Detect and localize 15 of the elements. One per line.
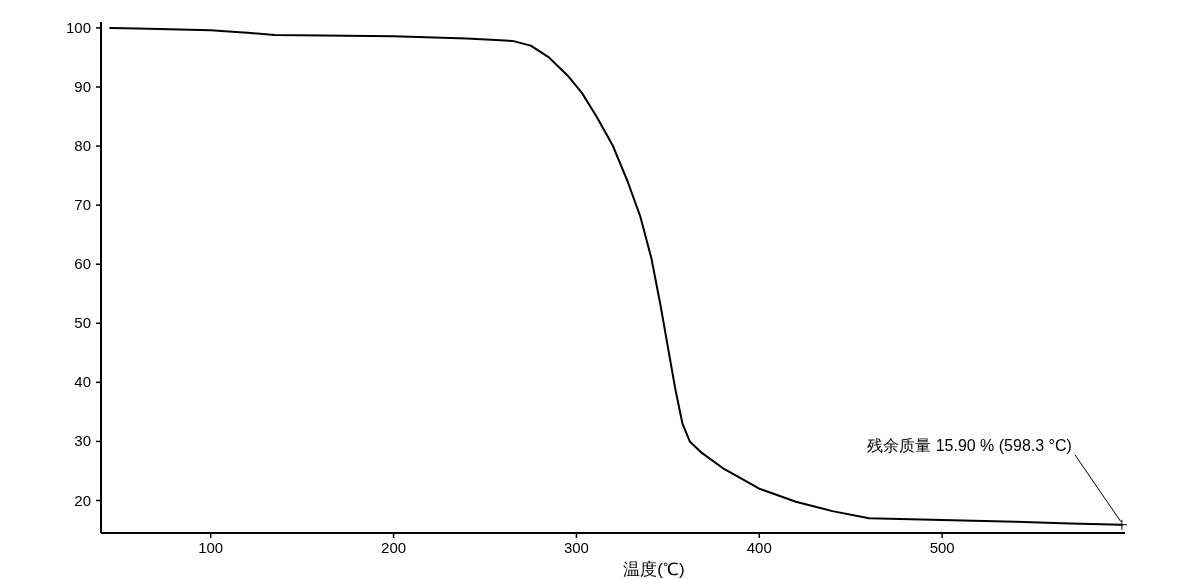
x-tick-label: 100 [198,539,224,556]
y-tick-label: 100 [65,18,91,36]
x-tick-label: 500 [929,539,955,556]
x-tick-label: 300 [563,539,589,556]
y-tick-label: 90 [74,77,91,95]
y-tick-label: 80 [74,137,91,155]
x-tick-label: 400 [746,539,772,556]
y-tick-label: 70 [74,196,91,214]
x-tick-label: 200 [381,539,407,556]
y-tick-label: 60 [74,255,91,273]
x-axis-title: 温度(℃) [623,560,685,579]
y-tick-label: 30 [74,432,91,450]
y-tick-label: 40 [74,373,91,391]
y-tick-label: 20 [74,491,91,509]
y-tick-label: 50 [74,314,91,332]
